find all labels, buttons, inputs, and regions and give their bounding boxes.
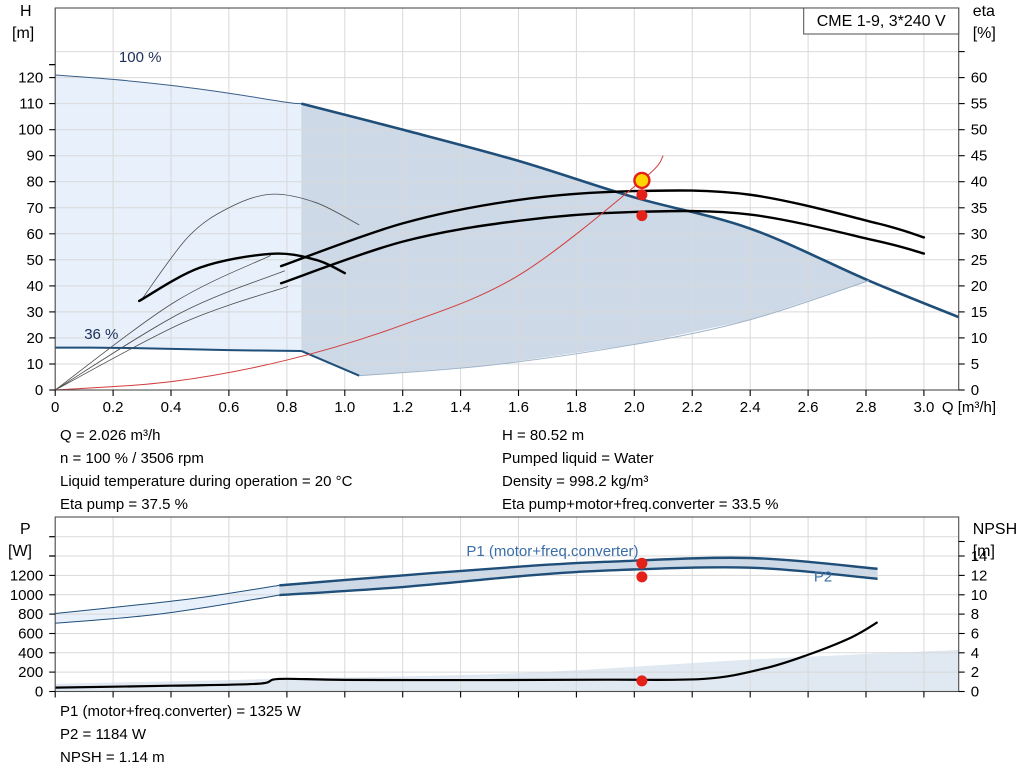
- svg-text:0: 0: [35, 684, 43, 701]
- svg-text:4: 4: [971, 645, 979, 662]
- svg-text:6: 6: [971, 626, 979, 643]
- svg-text:0: 0: [971, 684, 979, 701]
- svg-text:12: 12: [971, 567, 988, 584]
- svg-text:NPSH: NPSH: [973, 521, 1017, 538]
- svg-text:10: 10: [971, 587, 988, 604]
- svg-text:[W]: [W]: [8, 543, 32, 560]
- svg-text:400: 400: [18, 645, 43, 662]
- svg-text:1000: 1000: [10, 587, 43, 604]
- svg-text:200: 200: [18, 664, 43, 681]
- svg-text:P1 (motor+freq.converter): P1 (motor+freq.converter): [466, 543, 638, 560]
- svg-text:1200: 1200: [10, 567, 43, 584]
- svg-text:600: 600: [18, 626, 43, 643]
- svg-text:[m]: [m]: [973, 543, 995, 560]
- svg-text:800: 800: [18, 606, 43, 623]
- svg-text:8: 8: [971, 606, 979, 623]
- svg-text:P: P: [20, 521, 31, 538]
- svg-text:2: 2: [971, 664, 979, 681]
- svg-text:P2: P2: [814, 569, 832, 586]
